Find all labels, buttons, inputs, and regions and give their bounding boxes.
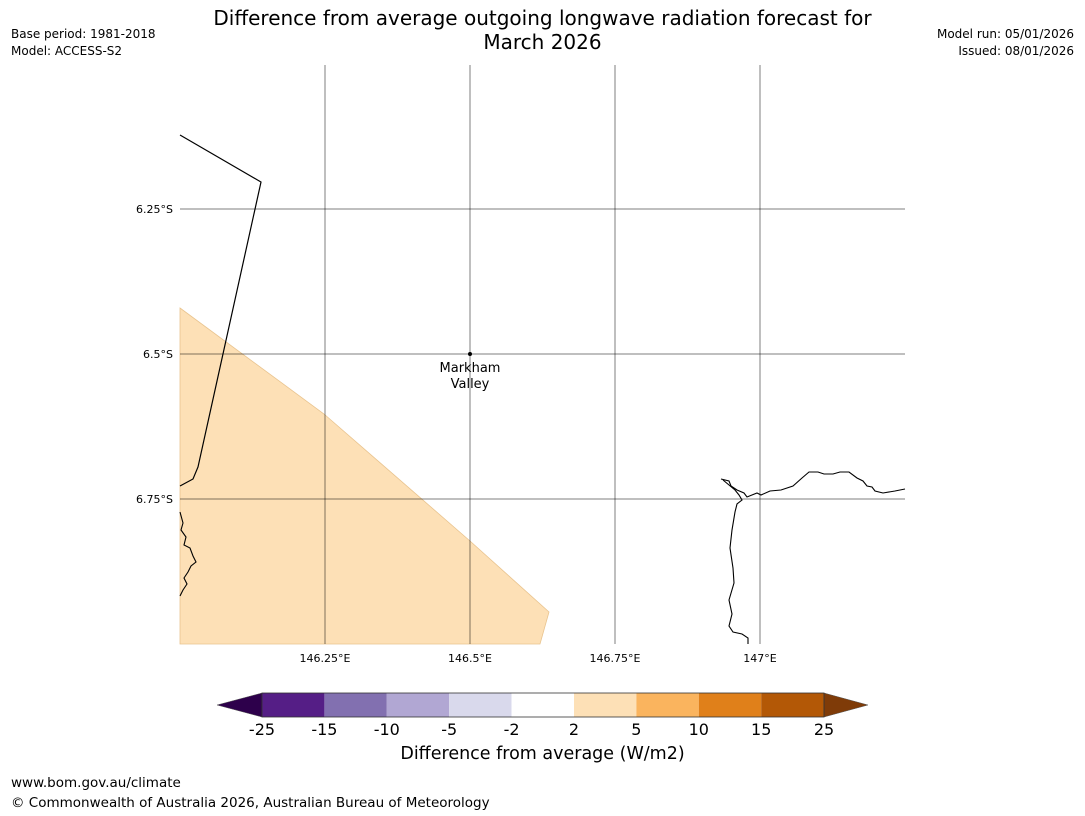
base-period: Base period: 1981-2018 [11, 27, 156, 41]
issued-date: Issued: 08/01/2026 [958, 44, 1074, 58]
title-line-1: Difference from average outgoing longwav… [213, 6, 872, 30]
anomaly-shaded-region [179, 307, 550, 645]
colorbar-swatch [636, 693, 699, 717]
meta-left: Base period: 1981-2018 Model: ACCESS-S2 [11, 26, 156, 60]
colorbar-swatch [574, 693, 637, 717]
coastline-west [179, 511, 197, 597]
coastline-river [722, 479, 749, 644]
lat-label: 6.5°S [143, 348, 173, 361]
colorbar-tick-label: 15 [751, 720, 771, 739]
colorbar-outline [261, 692, 825, 718]
meta-right: Model run: 05/01/2026 Issued: 08/01/2026 [937, 26, 1074, 60]
colorbar-tick-label: -10 [374, 720, 400, 739]
location-marker[interactable] [468, 352, 472, 356]
colorbar-tick-label: 10 [689, 720, 709, 739]
colorbar-swatch [761, 693, 824, 717]
page-title: Difference from average outgoing longwav… [0, 6, 1085, 54]
lon-label: 146.25°E [300, 652, 351, 665]
border-line [179, 134, 262, 487]
location-label-line-2: Valley [451, 377, 490, 392]
colorbar-extend-low [216, 692, 263, 718]
colorbar-tick-label: 5 [631, 720, 641, 739]
colorbar-swatch [449, 693, 512, 717]
lon-label: 146.5°E [448, 652, 492, 665]
lon-label: 147°E [743, 652, 776, 665]
colorbar-tick-label: 25 [814, 720, 834, 739]
model-run: Model run: 05/01/2026 [936, 27, 1074, 41]
title-line-2: March 2026 [483, 30, 602, 54]
map-plot-area: 6.25°S 6.5°S 6.75°S 146.25°E 146.5°E 146… [136, 65, 906, 665]
colorbar: -25 -15 -10 -5 -2 2 5 10 15 25 [216, 692, 869, 739]
colorbar-title: Difference from average (W/m2) [400, 744, 685, 764]
colorbar-tick-label: -25 [249, 720, 275, 739]
colorbar-swatch [262, 693, 325, 717]
colorbar-swatch [386, 693, 450, 717]
footer-url[interactable]: www.bom.gov.au/climate [11, 775, 181, 791]
colorbar-tick-label: -5 [441, 720, 457, 739]
coastline-east [720, 471, 906, 498]
colorbar-swatch [511, 693, 574, 717]
colorbar-swatch [698, 693, 762, 717]
colorbar-tick-label: 2 [569, 720, 579, 739]
lat-label: 6.75°S [136, 493, 173, 506]
lat-label: 6.25°S [136, 203, 173, 216]
lon-label: 146.75°E [590, 652, 641, 665]
colorbar-tick-label: -15 [311, 720, 337, 739]
footer-copyright: © Commonwealth of Australia 2026, Austra… [11, 795, 490, 811]
colorbar-tick-label: -2 [504, 720, 520, 739]
colorbar-swatch [324, 693, 387, 717]
model-name: Model: ACCESS-S2 [11, 44, 123, 58]
location-label-line-1: Markham [440, 361, 501, 376]
colorbar-extend-high [823, 692, 869, 718]
